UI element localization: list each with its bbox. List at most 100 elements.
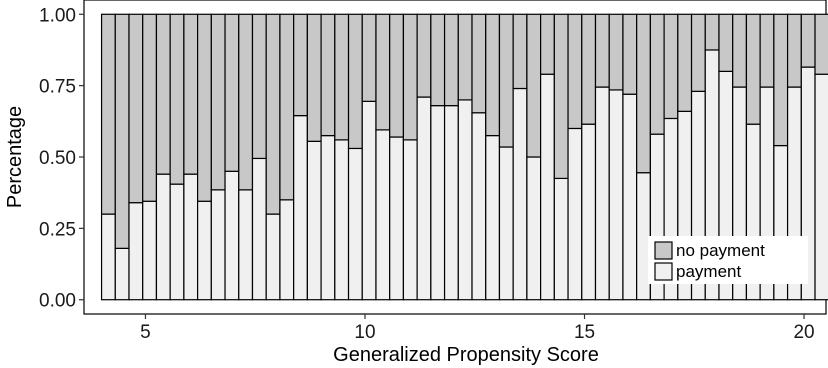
x-axis-title: Generalized Propensity Score <box>333 344 599 366</box>
x-tick-label: 20 <box>793 322 814 343</box>
bar-payment <box>608 89 624 301</box>
bar-payment <box>389 136 405 301</box>
bar-payment <box>498 146 514 301</box>
y-tick-label: 0.50 <box>39 148 76 169</box>
bar-payment <box>251 157 267 301</box>
bar-payment <box>567 127 583 301</box>
bar-no-payment <box>197 13 212 202</box>
bar-payment <box>814 73 828 301</box>
bar-no-payment <box>608 13 624 91</box>
bar-no-payment <box>114 13 130 249</box>
legend-background <box>648 236 808 284</box>
bars-group <box>100 13 828 301</box>
bar-payment <box>553 177 569 301</box>
bar-payment <box>334 139 350 301</box>
bar-no-payment <box>389 13 405 138</box>
bar-no-payment <box>512 13 528 90</box>
bar-payment <box>142 200 158 301</box>
bar-no-payment <box>690 13 706 92</box>
bar-payment <box>100 213 116 301</box>
bar-no-payment <box>142 13 158 202</box>
bar-no-payment <box>416 13 432 98</box>
bar-payment <box>183 173 199 301</box>
bar-no-payment <box>457 13 473 101</box>
bar-no-payment <box>677 13 693 112</box>
legend-swatch <box>654 262 673 281</box>
x-tick-label: 5 <box>140 322 151 343</box>
bar-no-payment <box>718 13 734 72</box>
bar-no-payment <box>773 13 789 147</box>
bar-no-payment <box>594 13 610 88</box>
x-axis: 5 10 15 20 <box>140 314 815 343</box>
bar-payment <box>540 73 555 301</box>
legend: no payment payment <box>648 236 808 284</box>
legend-label: payment <box>676 262 741 281</box>
bar-no-payment <box>526 13 542 158</box>
bar-no-payment <box>759 13 775 88</box>
bar-no-payment <box>800 13 816 68</box>
bar-no-payment <box>375 13 391 131</box>
y-tick-label: 0.75 <box>39 77 76 98</box>
bar-payment <box>197 200 212 301</box>
bar-payment <box>210 189 226 301</box>
bar-no-payment <box>745 13 761 125</box>
bar-no-payment <box>636 13 651 174</box>
y-axis: 0.00 0.25 0.50 0.75 1.00 <box>39 5 84 312</box>
bar-payment <box>306 140 322 301</box>
bar-payment <box>457 99 473 301</box>
bar-payment <box>361 100 377 301</box>
bar-no-payment <box>663 13 679 120</box>
legend-swatch <box>654 241 673 260</box>
bar-no-payment <box>183 13 199 175</box>
bar-no-payment <box>498 13 514 148</box>
bar-no-payment <box>649 13 665 135</box>
bar-no-payment <box>814 13 828 75</box>
bar-payment <box>293 115 308 301</box>
bar-payment <box>485 134 501 301</box>
bar-no-payment <box>471 13 487 114</box>
bar-no-payment <box>347 13 363 150</box>
bar-no-payment <box>567 13 583 130</box>
bar-no-payment <box>306 13 322 142</box>
y-tick-label: 0.25 <box>39 219 76 240</box>
x-tick-label: 10 <box>354 322 375 343</box>
bar-no-payment <box>128 13 144 204</box>
bar-payment <box>443 105 459 301</box>
bar-no-payment <box>224 13 240 172</box>
bar-payment <box>375 129 391 301</box>
bar-no-payment <box>251 13 267 160</box>
bar-payment <box>238 189 254 301</box>
bar-no-payment <box>100 13 116 215</box>
bar-payment <box>416 96 432 301</box>
bar-payment <box>471 112 487 301</box>
bar-no-payment <box>443 13 459 107</box>
bar-payment <box>155 173 171 301</box>
bar-payment <box>279 199 295 301</box>
bar-payment <box>128 202 144 301</box>
bar-no-payment <box>361 13 377 102</box>
bar-no-payment <box>553 13 569 180</box>
bar-payment <box>402 139 418 301</box>
bar-no-payment <box>279 13 295 201</box>
bar-no-payment <box>430 13 446 107</box>
bar-no-payment <box>786 13 802 88</box>
bar-no-payment <box>293 13 308 117</box>
bar-payment <box>265 213 281 301</box>
bar-no-payment <box>540 13 555 75</box>
bar-payment <box>526 156 542 301</box>
bar-payment <box>320 134 336 301</box>
bar-payment <box>581 123 597 301</box>
bar-no-payment <box>485 13 501 137</box>
y-axis-title: Percentage <box>4 106 26 208</box>
bar-payment <box>594 86 610 301</box>
y-tick-label: 1.00 <box>39 5 76 26</box>
bar-payment <box>224 170 240 301</box>
bar-no-payment <box>581 13 597 125</box>
bar-payment <box>169 183 185 301</box>
bar-no-payment <box>704 13 720 51</box>
bar-payment <box>512 87 528 301</box>
y-tick-label: 0.00 <box>39 291 76 312</box>
bar-no-payment <box>210 13 226 191</box>
bar-payment <box>430 105 446 301</box>
bar-payment <box>347 147 363 301</box>
